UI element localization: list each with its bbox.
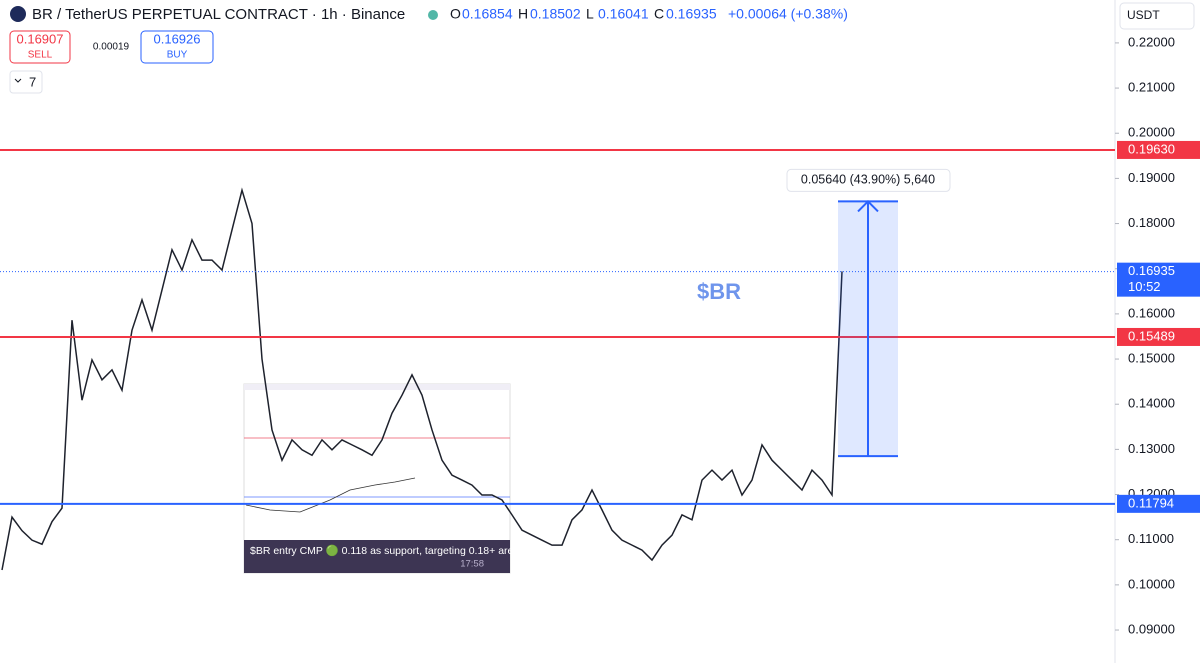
- buy-button[interactable]: [140, 30, 214, 64]
- inset-line: [245, 477, 416, 513]
- inset-caption-bar: [244, 540, 510, 573]
- level-label: 0.19630: [1128, 141, 1175, 156]
- y-tick-label: 0.21000: [1128, 80, 1175, 95]
- measure-label: 0.05640 (43.90%) 5,640: [801, 173, 935, 187]
- y-tick-label: 0.11000: [1128, 531, 1174, 546]
- buy-price[interactable]: 0.16926: [154, 31, 201, 46]
- currency[interactable]: USDT: [1127, 8, 1160, 22]
- y-tick-label: 0.16000: [1128, 305, 1175, 320]
- y-tick-label: 0.09000: [1128, 621, 1175, 636]
- y-tick-label: 0.22000: [1128, 34, 1175, 49]
- inset-header: [244, 384, 510, 390]
- ohlc-change: +0.00064 (+0.38%): [728, 6, 848, 22]
- price-line: [1, 187, 843, 571]
- ohlc-key: O: [450, 6, 461, 22]
- ohlc-value: 0.18502: [530, 6, 581, 22]
- y-tick-label: 0.19000: [1128, 170, 1175, 185]
- last-price-label: 0.16935: [1128, 263, 1175, 278]
- symbol-logo: [10, 6, 26, 22]
- sell-button[interactable]: [9, 30, 71, 64]
- last-price-badge: [1117, 262, 1200, 297]
- ohlc-key: H: [518, 6, 528, 22]
- indicators-toggle[interactable]: [9, 70, 43, 94]
- indicators-count: 7: [29, 74, 36, 89]
- measure-arrowhead: [857, 200, 879, 213]
- sell-price[interactable]: 0.16907: [17, 31, 64, 46]
- y-tick-label: 0.14000: [1128, 396, 1175, 411]
- ohlc-value: 0.16854: [462, 6, 513, 22]
- level-badge: [1117, 140, 1200, 159]
- y-tick-label: 0.20000: [1128, 125, 1175, 140]
- ohlc-value: 0.16041: [598, 6, 649, 22]
- level-label: 0.15489: [1128, 328, 1175, 343]
- countdown: 10:52: [1128, 279, 1161, 294]
- measure-box: [786, 168, 951, 192]
- level-badge: [1117, 494, 1200, 513]
- inset-caption: $BR entry CMP 🟢 0.118 as support, target…: [250, 544, 519, 557]
- chevron: [14, 78, 22, 83]
- ohlc-key: L: [586, 6, 594, 22]
- chart-title: BR / TetherUS PERPETUAL CONTRACT · 1h · …: [32, 6, 405, 23]
- sell-label[interactable]: SELL: [28, 50, 53, 61]
- buy-label[interactable]: BUY: [167, 50, 188, 61]
- y-tick-label: 0.10000: [1128, 576, 1175, 591]
- inset-time: 17:58: [460, 559, 484, 570]
- level-label: 0.11794: [1128, 495, 1174, 510]
- y-tick-label: 0.18000: [1128, 215, 1175, 230]
- y-tick-label: 0.15000: [1128, 350, 1175, 365]
- spread: 0.00019: [93, 42, 130, 53]
- ohlc-key: C: [654, 6, 664, 22]
- level-badge: [1117, 327, 1200, 346]
- currency-button[interactable]: [1119, 2, 1195, 30]
- status-dot: [428, 10, 438, 20]
- annotation: $BR: [697, 279, 741, 304]
- inset-image: $BR entry CMP 🟢 0.118 as support, target…: [243, 383, 519, 574]
- ohlc-value: 0.16935: [666, 6, 717, 22]
- y-tick-label: 0.13000: [1128, 441, 1175, 456]
